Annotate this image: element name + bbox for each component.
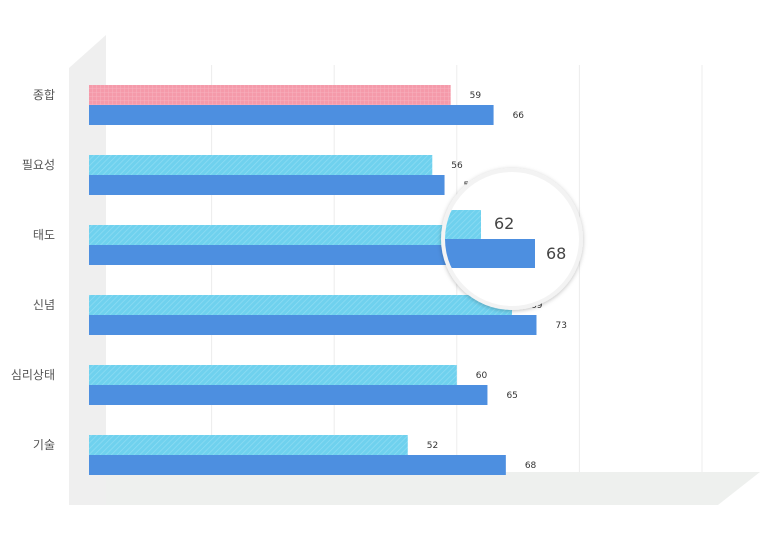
data-label: 69 — [531, 301, 543, 311]
category-label: 종합 — [33, 88, 55, 102]
bar-primary — [89, 385, 488, 405]
data-label: 68 — [525, 461, 537, 471]
bar-primary — [89, 245, 506, 265]
data-label: 52 — [427, 441, 438, 451]
magnifier-value-b: 68 — [546, 244, 566, 263]
magnifier-lens: 62 68 — [441, 168, 583, 310]
bar-primary — [89, 315, 537, 335]
data-label: 65 — [506, 391, 517, 401]
bar-secondary — [89, 295, 512, 315]
data-label: 59 — [470, 91, 482, 101]
bars-group — [89, 85, 537, 475]
bar-primary — [89, 455, 506, 475]
data-label: 73 — [555, 321, 566, 331]
bar-highlight — [89, 85, 451, 105]
category-label: 필요성 — [22, 158, 55, 172]
category-label: 기술 — [33, 438, 55, 452]
category-label: 신념 — [33, 298, 55, 312]
bar-secondary — [89, 435, 408, 455]
data-label: 66 — [513, 111, 525, 121]
category-label: 태도 — [33, 228, 55, 242]
magnifier-bar-secondary — [445, 210, 481, 239]
bar-secondary — [89, 365, 457, 385]
magnifier-bar-primary — [445, 239, 535, 268]
panel-floor — [106, 472, 760, 505]
bar-primary — [89, 105, 494, 125]
category-label: 심리상태 — [11, 368, 55, 382]
data-label: 60 — [476, 371, 488, 381]
bar-secondary — [89, 225, 470, 245]
bar-primary — [89, 175, 445, 195]
data-label: 56 — [451, 161, 463, 171]
bar-secondary — [89, 155, 433, 175]
magnifier-value-a: 62 — [494, 214, 514, 233]
